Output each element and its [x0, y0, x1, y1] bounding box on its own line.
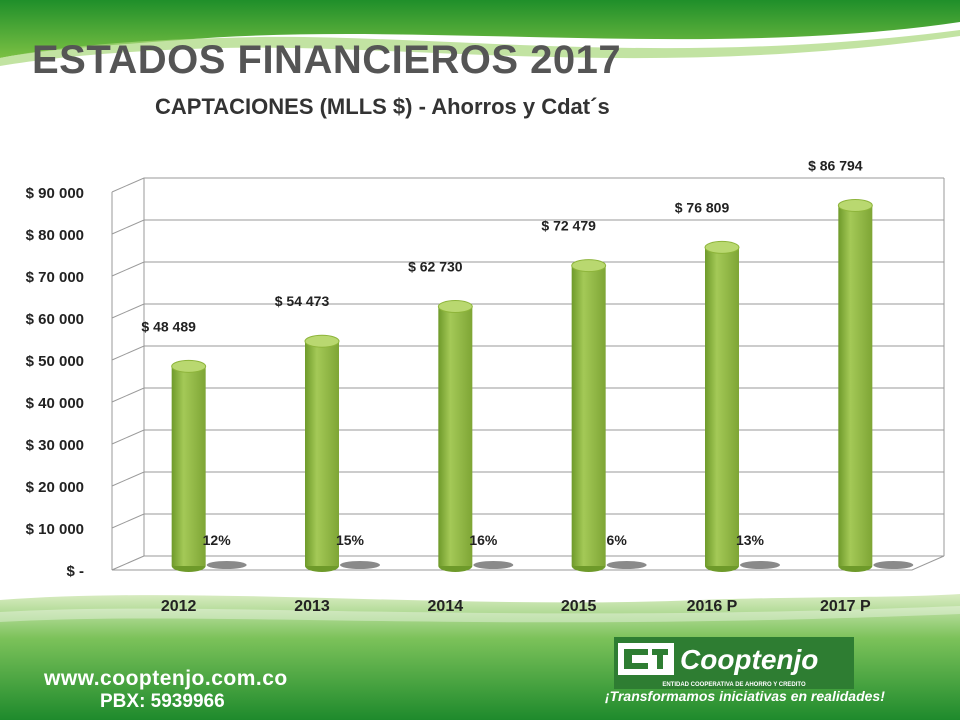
slogan-text: ¡Transformamos iniciativas en realidades…	[605, 688, 885, 704]
y-tick-label: $ 30 000	[26, 437, 84, 454]
page-title: ESTADOS FINANCIEROS 2017	[32, 38, 622, 82]
bar-bottom	[305, 566, 339, 572]
gridline	[111, 513, 944, 529]
bar-value-label: $ 54 473	[275, 293, 330, 309]
y-tick-label: $ 20 000	[26, 479, 84, 496]
bar-shadow	[873, 561, 914, 569]
bar-top	[171, 359, 207, 373]
cooptenjo-logo: Cooptenjo	[614, 637, 854, 681]
bar-value-label: $ 76 809	[675, 199, 730, 215]
bar	[305, 341, 339, 566]
bar-bottom	[838, 566, 873, 572]
bar-value-label: $ 62 730	[408, 259, 463, 275]
bar-bottom	[571, 566, 606, 572]
x-tick-label: 2012	[161, 598, 197, 615]
bar-value-label: $ 48 489	[141, 318, 196, 334]
gridline	[111, 219, 944, 235]
chart-plot: $ - $ 10 000 $ 20 000 $ 30 000 $ 40 000 $ 50 …	[26, 157, 945, 615]
phone-text: PBX: 5939966	[100, 691, 225, 712]
gridline	[111, 429, 944, 445]
bar-shadow	[740, 561, 780, 569]
bar-top	[704, 240, 740, 254]
logo-wordmark: Cooptenjo	[680, 644, 818, 675]
bar	[838, 205, 873, 566]
bar-shadow	[606, 561, 647, 569]
bar	[438, 306, 473, 566]
bar	[171, 366, 206, 566]
bar-bottom	[171, 566, 206, 572]
y-tick-label: $ -	[66, 563, 84, 580]
bar-bottom	[438, 566, 473, 572]
bar-shadow	[473, 561, 514, 569]
chart-subtitle: CAPTACIONES (MLLS $) - Ahorros y Cdat´s	[155, 94, 610, 119]
growth-label: 16%	[469, 532, 498, 548]
gridline	[111, 303, 944, 319]
x-tick-label: 2016 P	[687, 598, 738, 615]
gridline	[111, 261, 944, 277]
logo-subtext: ENTIDAD COOPERATIVA DE AHORRO Y CRÉDITO	[614, 681, 854, 689]
growth-label: 6%	[607, 532, 628, 548]
bar-shadow	[340, 561, 380, 569]
bar-top	[571, 259, 607, 273]
y-tick-label: $ 10 000	[26, 521, 84, 538]
x-tick-label: 2014	[428, 598, 464, 615]
bar-value-label: $ 86 794	[808, 157, 863, 173]
growth-label: 15%	[336, 532, 365, 548]
growth-label: 13%	[736, 532, 765, 548]
bar-top	[304, 334, 340, 348]
bar-shadow	[206, 561, 247, 569]
y-tick-label: $ 60 000	[26, 311, 84, 328]
header-swoosh	[0, 0, 960, 66]
x-tick-label: 2017 P	[820, 598, 871, 615]
gridline	[111, 177, 944, 193]
bar-top	[437, 300, 473, 314]
gridline	[111, 345, 944, 361]
y-tick-label: $ 50 000	[26, 353, 84, 370]
bar-bottom	[705, 566, 739, 572]
gridline	[111, 387, 944, 403]
bar	[705, 247, 739, 566]
website-text: www.cooptenjo.com.co	[44, 667, 288, 690]
growth-label: 12%	[203, 532, 232, 548]
bar-top	[837, 198, 873, 212]
y-tick-label: $ 70 000	[26, 269, 84, 286]
x-tick-label: 2015	[561, 598, 597, 615]
bar	[571, 265, 606, 566]
x-tick-label: 2013	[294, 598, 330, 615]
gridline	[111, 471, 944, 487]
y-tick-label: $ 80 000	[26, 227, 84, 244]
y-tick-label: $ 90 000	[26, 185, 84, 202]
y-tick-label: $ 40 000	[26, 395, 84, 412]
bar-value-label: $ 72 479	[541, 218, 596, 234]
